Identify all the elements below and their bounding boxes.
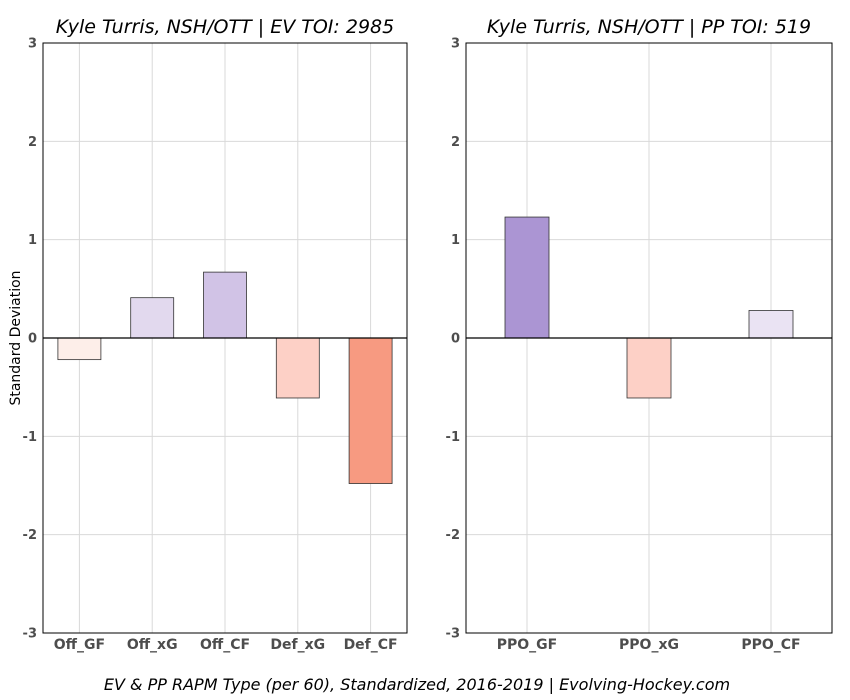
figure-caption: EV & PP RAPM Type (per 60), Standardized…	[104, 675, 730, 694]
x-tick-label: Off_CF	[200, 637, 250, 653]
bar-off-cf	[203, 271, 247, 339]
bar-off-gf	[57, 337, 102, 361]
plot-frame	[465, 42, 833, 634]
x-tick-label: Off_xG	[127, 637, 178, 653]
x-tick-label: Def_xG	[270, 637, 325, 653]
y-tick-label: 1	[28, 233, 37, 248]
chart-title: Kyle Turris, NSH/OTT | PP TOI: 519	[487, 16, 811, 38]
bar-def-xg	[275, 337, 320, 399]
y-tick-label: -3	[446, 627, 460, 642]
bar-ppo-cf	[748, 310, 794, 339]
x-tick-label: PPO_xG	[619, 637, 679, 653]
y-tick-label: 3	[451, 37, 460, 52]
y-tick-label: 2	[451, 135, 460, 150]
x-tick-label: Off_GF	[54, 637, 105, 653]
y-tick-label: -3	[23, 627, 37, 642]
bar-def-cf	[348, 337, 393, 484]
ev-rapm-chart: 3 2 1 0 -1 -2 -3 Off_GF Off_xG Off_CF Def_xG Def_CF…	[23, 16, 408, 653]
y-tick-label: -1	[446, 430, 460, 445]
plot-frame	[42, 42, 408, 634]
x-tick-label: Def_CF	[344, 637, 398, 653]
y-tick-label: 3	[28, 37, 37, 52]
y-tick-label: -2	[23, 528, 37, 543]
y-tick-label: 1	[451, 233, 460, 248]
y-axis-label: Standard Deviation	[8, 270, 24, 405]
y-tick-label: 2	[28, 135, 37, 150]
bar-ppo-xg	[626, 337, 672, 399]
bar-ppo-gf	[504, 216, 550, 339]
x-tick-label: PPO_CF	[741, 637, 800, 653]
y-tick-label: 0	[28, 332, 37, 347]
bar-off-xg	[130, 297, 175, 339]
y-tick-label: -1	[23, 430, 37, 445]
y-tick-label: 0	[451, 332, 460, 347]
x-tick-label: PPO_GF	[497, 637, 557, 653]
y-tick-label: -2	[446, 528, 460, 543]
pp-rapm-chart: 3 2 1 0 -1 -2 -3 PPO_GF PPO_xG PPO_CF Kyle Turris,…	[446, 16, 833, 653]
chart-title: Kyle Turris, NSH/OTT | EV TOI: 2985	[56, 16, 394, 38]
